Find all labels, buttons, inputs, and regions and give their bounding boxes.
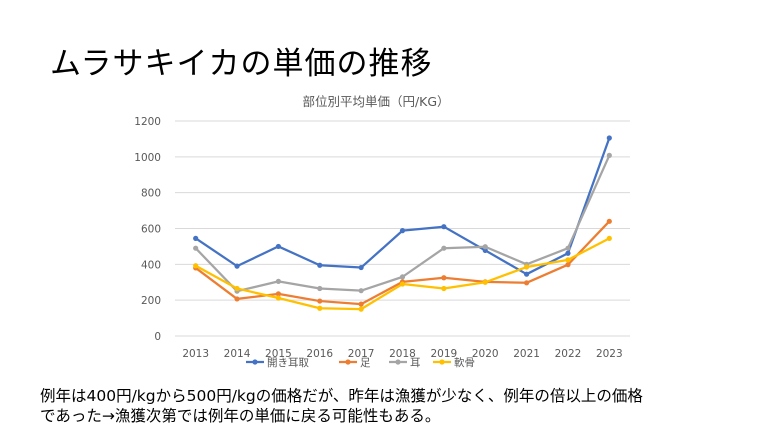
data-point [358, 301, 364, 307]
slide-title: ムラサキイカの単価の推移 [50, 46, 433, 82]
data-point [275, 295, 282, 301]
chart-legend: 開き耳取 足 耳 軟骨 [246, 356, 475, 369]
y-tick-label: 800 [141, 188, 161, 200]
data-point [441, 275, 447, 281]
data-point [193, 245, 199, 251]
data-point [234, 296, 240, 302]
data-point [193, 235, 199, 241]
data-point [399, 281, 406, 287]
y-tick-label: 200 [141, 295, 161, 307]
y-tick-label: 0 [154, 331, 161, 343]
chart-gridlines [175, 120, 630, 337]
data-point [317, 305, 323, 311]
y-tick-label: 1200 [134, 116, 161, 128]
data-point [606, 235, 612, 241]
legend-marker [439, 359, 445, 365]
legend-label: 耳 [410, 357, 421, 369]
series-line [195, 137, 611, 276]
data-point [317, 298, 323, 304]
data-point [482, 244, 488, 250]
data-point [441, 245, 447, 251]
legend-marker [395, 359, 401, 365]
data-point [606, 218, 612, 224]
data-point [523, 264, 530, 270]
x-tick-label: 2019 [430, 348, 457, 360]
note-text: 例年は400円/kgから500円/kgの価格だが、昨年は漁獲が少なく、例年の倍以… [40, 386, 755, 426]
data-point [358, 264, 364, 271]
series-line [194, 154, 611, 293]
chart-series-lines [193, 135, 612, 312]
data-point [275, 291, 282, 297]
y-axis-tick-labels: 0 200 400 600 800 1000 1200 [134, 116, 161, 343]
x-tick-label: 2021 [513, 348, 540, 360]
data-point [441, 285, 447, 292]
legend-marker [252, 359, 258, 365]
legend-marker [345, 359, 351, 365]
data-point [482, 279, 488, 285]
x-tick-label: 2015 [265, 348, 292, 360]
note-line-1: 例年は400円/kgから500円/kgの価格だが、昨年は漁獲が少なく、例年の倍以… [40, 387, 643, 405]
legend-label: 開き耳取 [267, 357, 309, 369]
data-point [317, 262, 323, 268]
x-tick-label: 2020 [472, 348, 499, 360]
data-point [317, 285, 323, 292]
data-point [358, 306, 364, 312]
note-line-2: であった→漁獲次第では例年の単価に戻る可能性もある。 [40, 407, 441, 425]
data-point [606, 152, 612, 158]
data-point [482, 247, 488, 253]
x-tick-label: 2014 [224, 348, 251, 360]
data-point [275, 278, 282, 284]
x-tick-label: 2017 [348, 348, 375, 360]
data-point [565, 250, 571, 256]
data-point [606, 135, 612, 141]
data-point [399, 274, 406, 280]
legend-label: 足 [360, 357, 371, 369]
data-point [234, 263, 240, 269]
data-point [565, 245, 571, 251]
line-chart: 部位別平均単価（円/KG） 0 200 400 600 800 1000 1200 2013… [134, 94, 630, 369]
x-tick-label: 2022 [555, 348, 582, 360]
data-point [565, 262, 571, 268]
data-point [193, 263, 199, 269]
y-tick-label: 1000 [134, 152, 161, 164]
data-point [523, 280, 530, 286]
data-point [523, 271, 530, 277]
x-tick-label: 2013 [182, 348, 209, 360]
data-point [234, 285, 240, 292]
y-tick-label: 400 [141, 259, 161, 271]
data-point [441, 224, 447, 230]
data-point [275, 243, 282, 250]
x-axis-tick-labels: 2013 2014 2015 2016 2017 2018 2019 2020 2021 2022… [182, 348, 622, 360]
x-tick-label: 2018 [389, 348, 416, 360]
legend-label: 軟骨 [454, 356, 475, 369]
data-point [565, 257, 571, 263]
data-point [358, 288, 364, 294]
chart-title: 部位別平均単価（円/KG） [302, 94, 449, 109]
y-tick-label: 600 [141, 224, 161, 236]
data-point [399, 228, 406, 234]
x-tick-label: 2016 [306, 348, 333, 360]
x-tick-label: 2023 [596, 348, 623, 360]
